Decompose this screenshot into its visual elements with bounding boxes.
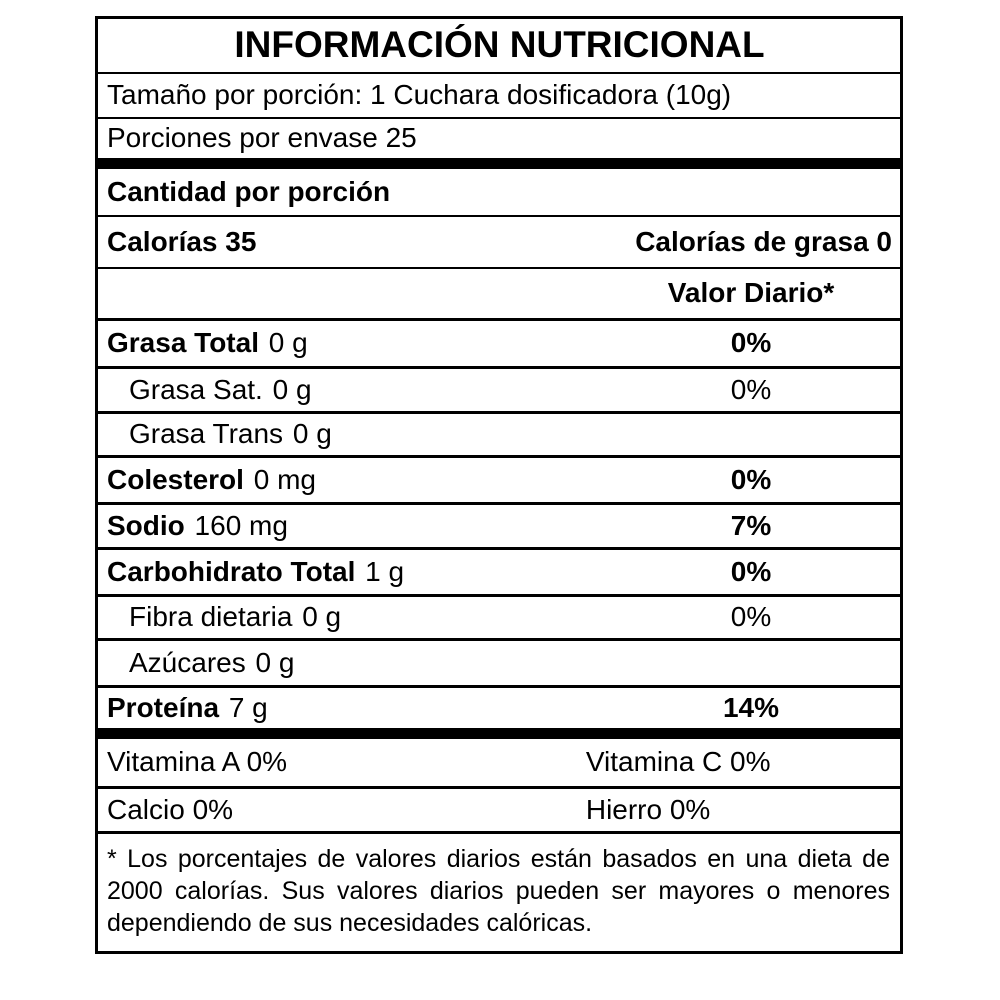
nutrient-amount: 7 g [228, 691, 268, 723]
daily-value-header: Valor Diario* [667, 277, 835, 309]
nutrient-amount: 0 g [268, 327, 308, 359]
calories-from-fat-value: Calorías de grasa 0 [635, 225, 892, 257]
amount-per-serving-row: Cantidad por porción [107, 175, 391, 207]
label-title: INFORMACIÓN NUTRICIONAL [234, 24, 765, 66]
nutrient-daily-value: 14% [722, 691, 780, 723]
nutrient-amount: 160 mg [194, 509, 288, 541]
nutrient-amount: 0 g [292, 418, 332, 450]
nutrient-row-trans-fat: Grasa Trans 0 g [98, 411, 900, 455]
nutrient-name: Sodio [107, 509, 185, 541]
vitamin-c-value: Vitamina C 0% [585, 746, 771, 778]
nutrient-row-total-carb: Carbohidrato Total 1 g 0% [98, 547, 900, 594]
nutrient-daily-value: 7% [730, 509, 772, 541]
calories-value: Calorías 35 [107, 225, 257, 257]
nutrient-name: Colesterol [107, 463, 244, 495]
nutrient-row-sodium: Sodio 160 mg 7% [98, 502, 900, 547]
vitamin-row-2: Calcio 0% Hierro 0% [98, 786, 900, 831]
section-divider-bar [98, 158, 900, 169]
nutrient-daily-value: 0% [730, 373, 772, 405]
nutrient-amount: 0 mg [253, 463, 316, 495]
nutrient-name: Proteína [107, 691, 220, 723]
nutrient-amount: 1 g [365, 555, 405, 587]
nutrient-row-sugars: Azúcares 0 g [98, 638, 900, 685]
nutrient-amount: 0 g [302, 601, 342, 633]
section-divider-bar [98, 728, 900, 739]
nutrient-row-fiber: Fibra dietaria 0 g 0% [98, 594, 900, 638]
iron-value: Hierro 0% [585, 793, 711, 825]
nutrition-label: INFORMACIÓN NUTRICIONAL Tamaño por porci… [95, 16, 903, 954]
daily-value-footnote: * Los porcentajes de valores diarios est… [98, 831, 900, 951]
nutrient-row-sat-fat: Grasa Sat. 0 g 0% [98, 366, 900, 411]
calcium-value: Calcio 0% [107, 793, 234, 825]
nutrient-name: Fibra dietaria [129, 601, 293, 633]
nutrient-daily-value: 0% [730, 327, 772, 359]
servings-per-container-row: Porciones por envase 25 [98, 117, 900, 158]
nutrient-name: Grasa Total [107, 327, 259, 359]
nutrient-name: Grasa Sat. [129, 373, 263, 405]
nutrient-daily-value: 0% [730, 601, 772, 633]
nutrient-row-cholesterol: Colesterol 0 mg 0% [98, 455, 900, 502]
nutrient-amount: 0 g [255, 646, 295, 678]
vitamin-a-value: Vitamina A 0% [107, 746, 288, 778]
nutrient-daily-value: 0% [730, 555, 772, 587]
nutrient-name: Grasa Trans [129, 418, 284, 450]
nutrient-daily-value: 0% [730, 463, 772, 495]
calories-row: Calorías 35 Calorías de grasa 0 [98, 215, 900, 267]
vitamin-row-1: Vitamina A 0% Vitamina C 0% [98, 739, 900, 786]
nutrient-amount: 0 g [272, 373, 312, 405]
serving-size-row: Tamaño por porción: 1 Cuchara dosificado… [98, 72, 900, 117]
nutrient-row-protein: Proteína 7 g 14% [98, 685, 900, 728]
daily-value-header-row: Valor Diario* [98, 267, 900, 318]
nutrient-name: Azúcares [129, 646, 246, 678]
nutrient-name: Carbohidrato Total [107, 555, 356, 587]
nutrient-row-total-fat: Grasa Total 0 g 0% [98, 318, 900, 366]
